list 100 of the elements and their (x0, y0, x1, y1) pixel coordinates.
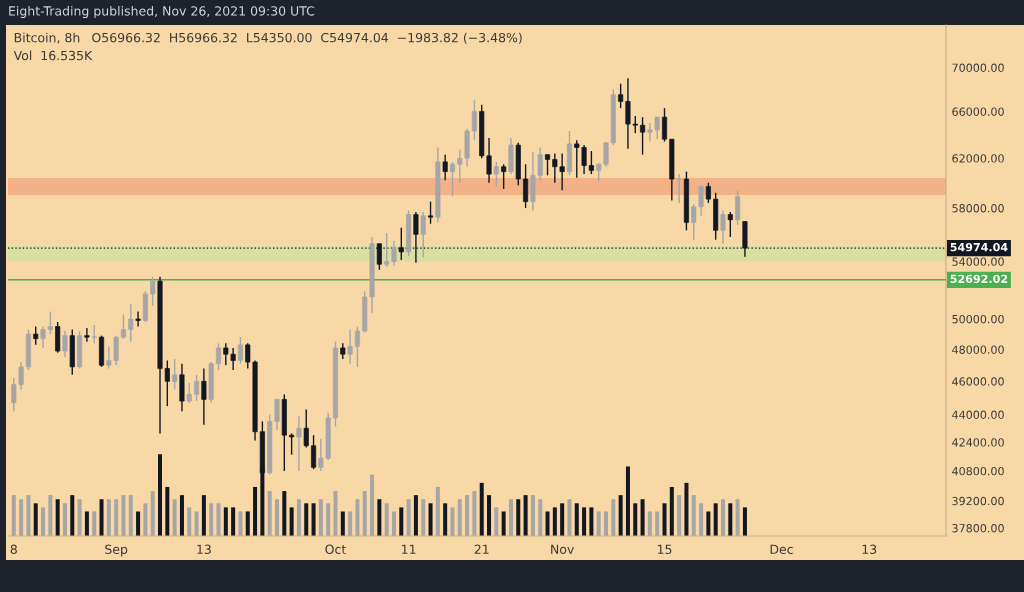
bar (625, 466, 630, 536)
bar (311, 503, 316, 536)
candlestick (618, 83, 624, 109)
bar (523, 495, 528, 536)
bar (735, 499, 740, 536)
bar (92, 511, 97, 536)
bar (99, 499, 104, 536)
bar (633, 503, 638, 536)
x-tick-label: 21 (474, 544, 489, 554)
bar (728, 503, 733, 536)
ref-line-label: 52692.02 (950, 274, 1008, 284)
bar (114, 499, 119, 536)
bar (450, 507, 455, 536)
candlestick (40, 325, 46, 349)
bar (223, 507, 228, 536)
text: Bitcoin, 8h (14, 32, 80, 44)
bar (340, 511, 345, 536)
bar (647, 511, 652, 536)
bar (84, 511, 89, 536)
candlestick (640, 116, 646, 156)
x-tick-label: 8 (10, 544, 17, 555)
bar (604, 511, 609, 536)
bar (501, 511, 506, 536)
bar (143, 503, 148, 536)
y-tick-label: 70000.00 (952, 63, 1004, 72)
bar (574, 503, 579, 536)
bar (187, 507, 192, 536)
bar (516, 499, 521, 536)
candlestick (720, 209, 726, 245)
bar (238, 511, 243, 536)
bar (655, 511, 660, 536)
candlestick (186, 382, 192, 404)
bar (589, 507, 594, 536)
bar (552, 507, 557, 536)
bar (443, 503, 448, 536)
bar (150, 491, 155, 536)
candlestick (428, 200, 434, 225)
bar (472, 491, 477, 536)
bar (618, 495, 623, 536)
bar (611, 499, 616, 536)
bar (296, 499, 301, 536)
x-tick-label: 11 (402, 544, 416, 554)
candlestick (303, 408, 309, 449)
bar (582, 507, 587, 536)
x-tick-label: Nov (551, 544, 574, 555)
bar (545, 511, 550, 536)
bar (77, 499, 82, 536)
bar (742, 507, 747, 536)
bar (11, 495, 16, 536)
bar (209, 503, 214, 536)
bar (289, 507, 294, 536)
bar (348, 511, 353, 536)
candlestick (347, 328, 353, 365)
bar (333, 491, 338, 536)
bar (399, 507, 404, 536)
candlestick (201, 367, 207, 426)
bar (26, 495, 31, 536)
bar (172, 499, 177, 536)
bar (428, 503, 433, 536)
y-tick-label: 42400.00 (952, 438, 1004, 447)
bar (720, 499, 726, 536)
bar (318, 499, 323, 536)
bar (567, 499, 572, 536)
y-tick-label: 40800.00 (952, 466, 1004, 476)
ref-line-label: 54974.04 (950, 242, 1008, 252)
candlestick (727, 211, 733, 238)
bar (355, 499, 360, 536)
bar (713, 503, 718, 536)
bar (231, 507, 236, 536)
candlestick (120, 313, 126, 340)
candlestick (128, 303, 134, 343)
y-tick-label: 39200.00 (952, 496, 1004, 506)
bar (19, 499, 24, 536)
bar (362, 491, 367, 536)
bar (194, 511, 199, 536)
candlestick (493, 161, 499, 188)
y-tick-label: 37800.00 (952, 524, 1004, 533)
candlestick (354, 325, 360, 368)
bar (640, 499, 645, 536)
candlestick (588, 150, 594, 175)
candlestick (544, 153, 551, 177)
y-tick-label: 66000.00 (952, 107, 1004, 116)
bar (669, 486, 674, 536)
bar (465, 495, 470, 536)
bar (530, 495, 535, 536)
candlestick (194, 374, 200, 402)
bar (165, 486, 170, 536)
bar (128, 495, 133, 536)
candlestick (420, 211, 426, 259)
candlestick (735, 189, 741, 226)
bar (677, 495, 682, 536)
chart-subtitle: Eight-Trading published, Nov 26, 2021 09:30 UTC (9, 5, 315, 19)
y-tick-label: 50000.00 (952, 314, 1004, 324)
y-tick-label: 62000.00 (952, 154, 1004, 163)
bar (41, 507, 46, 536)
bar (560, 503, 565, 536)
bar (508, 499, 513, 536)
candlestick (442, 153, 448, 181)
bar (179, 495, 184, 536)
candlestick (676, 173, 682, 204)
